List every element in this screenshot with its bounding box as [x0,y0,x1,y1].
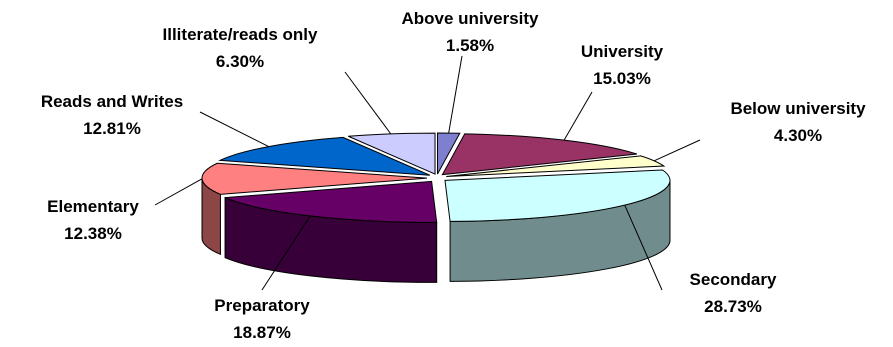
slice-name: Reads and Writes [41,92,183,111]
slice-below-university [446,155,666,177]
slice-elementary [201,162,428,195]
slice-university [441,133,638,176]
slice-label-illiterate: Illiterate/reads only 6.30% [163,25,318,71]
leader-line-reads-and-writes [199,111,269,148]
slice-label-elementary: Elementary 12.38% [47,197,139,243]
slice-above-university [436,132,461,175]
slice-name: Secondary [690,270,777,289]
slice-value: 28.73% [704,297,762,316]
leader-line-university [563,91,593,141]
slice-label-preparatory: Preparatory 18.87% [214,296,310,342]
slice-label-above-university: Above university 1.58% [402,9,540,55]
slice-name: Illiterate/reads only [163,25,318,44]
slice-value: 18.87% [233,323,291,342]
slice-value: 15.03% [593,69,651,88]
leader-line-elementary [154,178,203,206]
leader-lines [154,55,701,291]
slice-label-reads-and-writes: Reads and Writes 12.81% [41,92,183,138]
slice-label-below-university: Below university 4.30% [730,99,866,145]
slice-reads-and-writes [218,136,431,176]
slice-name: Above university [402,9,540,28]
leader-line-secondary [624,204,663,291]
slice-name: Preparatory [214,296,310,315]
slice-value: 6.30% [216,52,264,71]
slice-illiterate [348,132,436,175]
slice-name: University [581,42,664,61]
pie-sides [201,178,671,283]
slice-label-secondary: Secondary 28.73% [690,270,777,316]
slice-name: Below university [730,99,866,118]
pie-tops [201,132,671,223]
slice-value: 12.81% [83,119,141,138]
leader-line-below-university [653,139,701,162]
slice-value: 1.58% [446,36,494,55]
leader-line-above-university [448,55,463,134]
leader-line-preparatory [261,215,311,291]
slice-name: Elementary [47,197,139,216]
slice-value: 12.38% [64,224,122,243]
slice-value: 4.30% [774,126,822,145]
slice-secondary [444,169,671,222]
slice-label-university: University 15.03% [581,42,664,88]
leader-line-illiterate [344,71,392,135]
